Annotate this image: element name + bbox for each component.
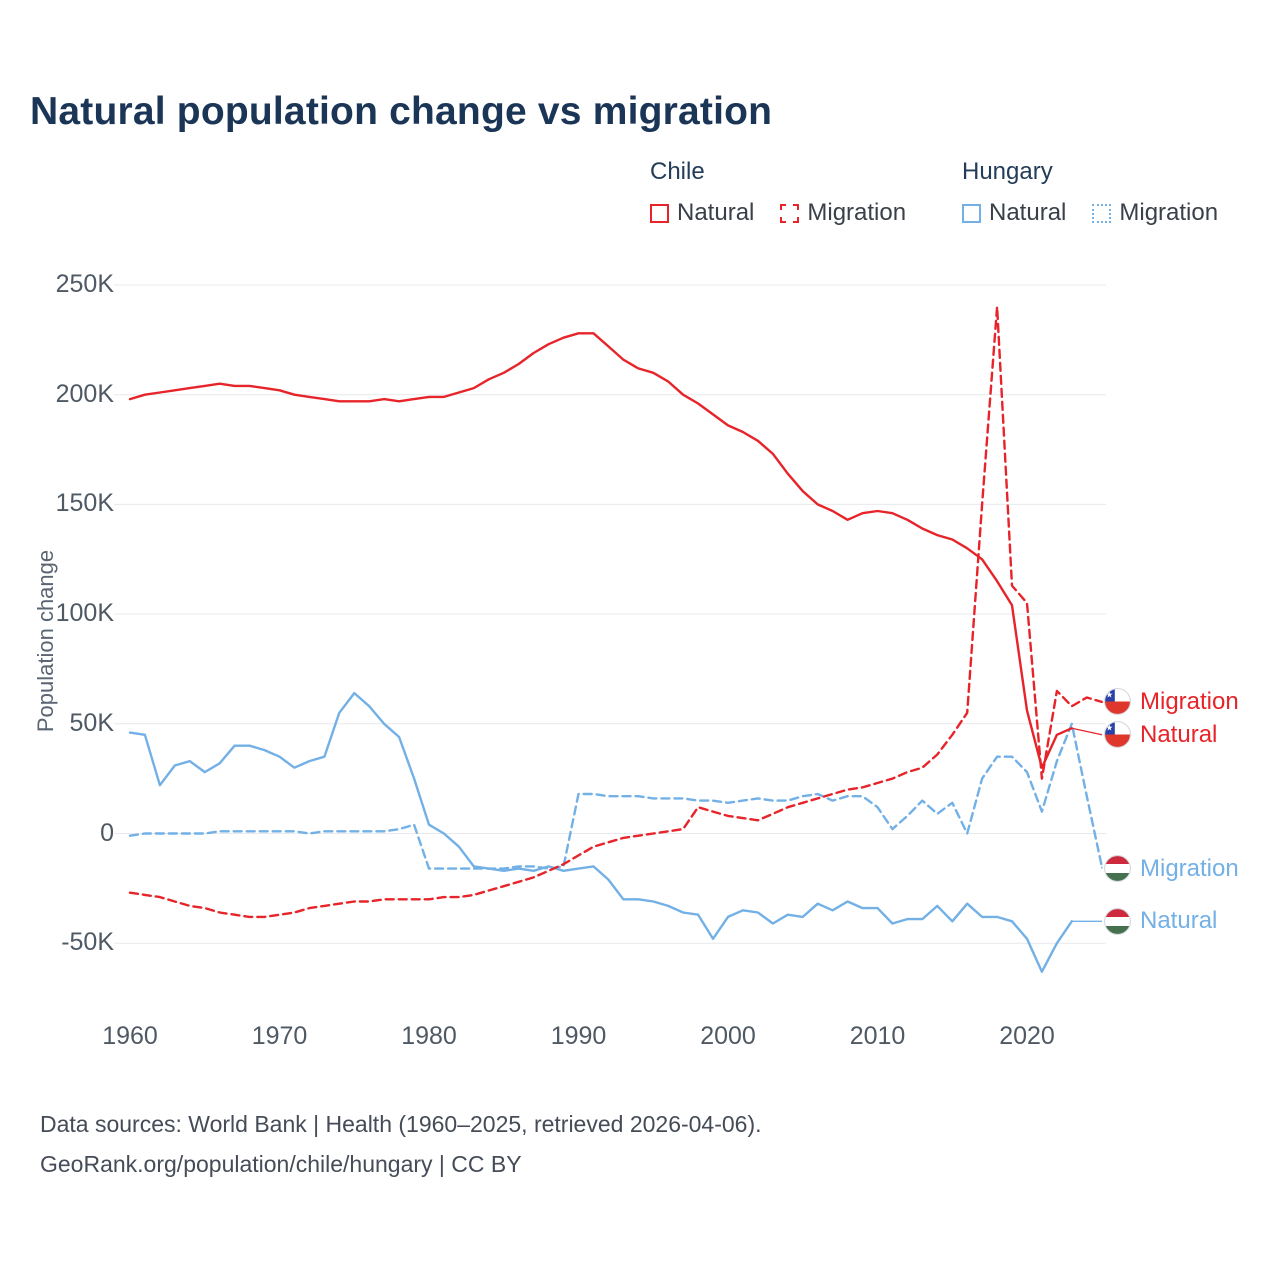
series-end-label-chile-natural: Natural	[1104, 721, 1217, 749]
hungary-flag-icon	[1104, 855, 1131, 883]
legend-item-label: Migration	[807, 199, 907, 226]
chile-migration-swatch-icon	[780, 203, 800, 223]
series-end-label-text: Migration	[1140, 854, 1239, 882]
data-sources-line: Data sources: World Bank | Health (1960–…	[40, 1111, 762, 1137]
legend-item-hungary-natural[interactable]: Natural	[962, 199, 1066, 227]
legend-item-label: Natural	[989, 199, 1067, 226]
attribution-line: GeoRank.org/population/chile/hungary | C…	[40, 1151, 522, 1177]
y-tick-label: 200K	[55, 379, 114, 408]
y-tick-label: 250K	[55, 270, 114, 298]
legend-group-hungary: Hungary Natural Migration	[962, 158, 1218, 227]
legend-item-label: Natural	[677, 199, 755, 226]
legend-item-label: Migration	[1119, 199, 1219, 226]
page-title: Natural population change vs migration	[30, 90, 773, 133]
legend-item-chile-natural[interactable]: Natural	[650, 199, 754, 227]
x-tick-label: 1980	[401, 1022, 457, 1050]
footer: Data sources: World Bank | Health (1960–…	[40, 1104, 762, 1184]
y-tick-label: 150K	[55, 489, 114, 518]
legend-item-chile-migration[interactable]: Migration	[780, 199, 906, 227]
hungary-natural-swatch-icon	[962, 203, 981, 223]
series-end-label-text: Natural	[1140, 720, 1218, 748]
chile-flag-icon	[1104, 721, 1131, 749]
x-tick-label: 1960	[102, 1022, 158, 1050]
x-tick-label: 1990	[550, 1022, 607, 1050]
legend-country-chile: Chile	[650, 158, 705, 185]
y-tick-label: 50K	[69, 708, 114, 737]
legend-row-hungary: Natural Migration	[962, 199, 1218, 227]
x-tick-label: 1970	[251, 1022, 308, 1050]
legend-item-hungary-migration[interactable]: Migration	[1092, 199, 1218, 227]
series-end-label-hungary-migration: Migration	[1104, 855, 1239, 883]
x-tick-label: 2010	[849, 1022, 906, 1050]
x-tick-label: 2000	[700, 1022, 756, 1050]
y-tick-label: 100K	[55, 599, 114, 628]
legend-group-chile: Chile Natural Migration	[650, 158, 906, 227]
hungary-migration-swatch-icon	[1092, 203, 1112, 223]
chile-flag-icon	[1104, 688, 1131, 716]
hungary-flag-icon	[1104, 907, 1131, 935]
chile-natural-swatch-icon	[650, 203, 669, 223]
y-tick-label: -50K	[61, 928, 114, 957]
y-tick-label: 0	[100, 818, 114, 847]
series-end-label-chile-migration: Migration	[1104, 688, 1239, 716]
x-tick-label: 2020	[999, 1022, 1055, 1050]
legend-row-chile: Natural Migration	[650, 199, 906, 227]
series-end-label-text: Migration	[1140, 687, 1239, 715]
series-end-label-text: Natural	[1140, 907, 1218, 935]
series-end-label-hungary-natural: Natural	[1104, 907, 1217, 935]
legend-country-hungary: Hungary	[962, 158, 1053, 185]
